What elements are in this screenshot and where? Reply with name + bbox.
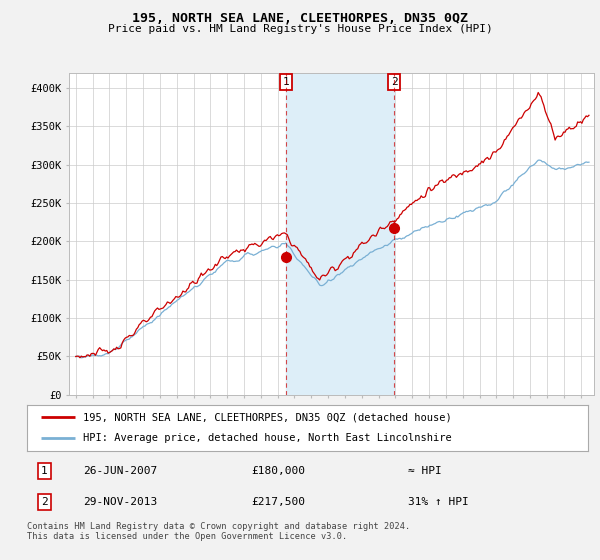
- Bar: [286, 73, 394, 395]
- Text: 195, NORTH SEA LANE, CLEETHORPES, DN35 0QZ: 195, NORTH SEA LANE, CLEETHORPES, DN35 0…: [132, 12, 468, 25]
- Text: 2: 2: [41, 497, 48, 507]
- Text: £180,000: £180,000: [251, 466, 305, 476]
- Text: 31% ↑ HPI: 31% ↑ HPI: [409, 497, 469, 507]
- Text: HPI: Average price, detached house, North East Lincolnshire: HPI: Average price, detached house, Nort…: [83, 433, 452, 443]
- Text: 2: 2: [391, 77, 397, 87]
- Text: 195, NORTH SEA LANE, CLEETHORPES, DN35 0QZ (detached house): 195, NORTH SEA LANE, CLEETHORPES, DN35 0…: [83, 412, 452, 422]
- Text: ≈ HPI: ≈ HPI: [409, 466, 442, 476]
- Text: 26-JUN-2007: 26-JUN-2007: [83, 466, 157, 476]
- Text: Price paid vs. HM Land Registry's House Price Index (HPI): Price paid vs. HM Land Registry's House …: [107, 24, 493, 34]
- Text: 29-NOV-2013: 29-NOV-2013: [83, 497, 157, 507]
- Text: Contains HM Land Registry data © Crown copyright and database right 2024.
This d: Contains HM Land Registry data © Crown c…: [27, 522, 410, 542]
- Text: 1: 1: [283, 77, 289, 87]
- Text: £217,500: £217,500: [251, 497, 305, 507]
- Text: 1: 1: [41, 466, 48, 476]
